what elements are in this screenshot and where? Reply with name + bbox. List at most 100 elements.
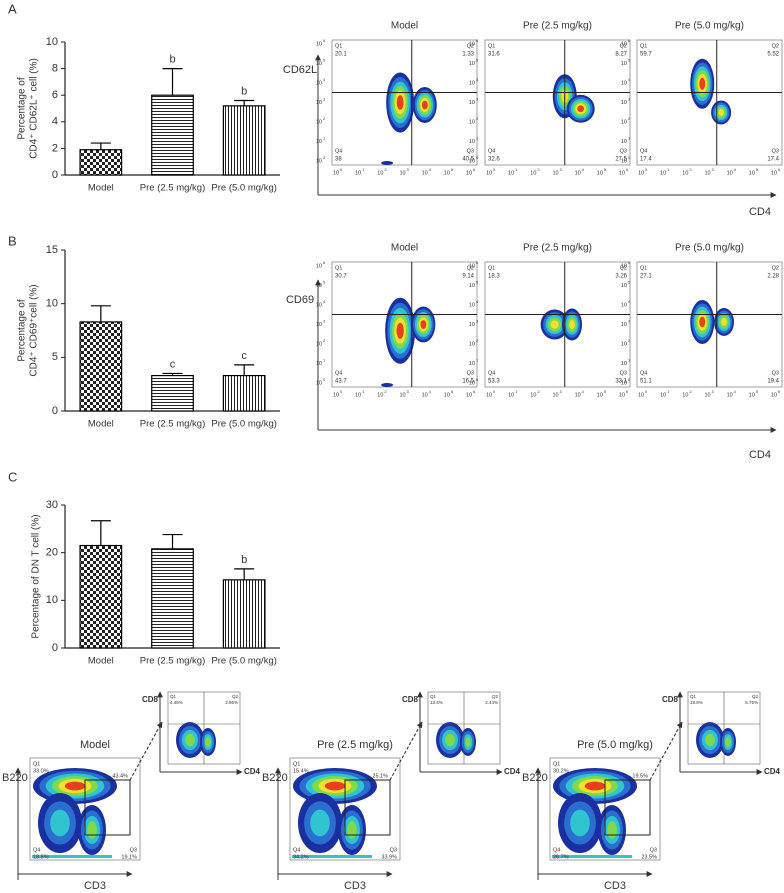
x-tick-label: Pre (2.5 mg/kg): [140, 656, 205, 667]
y-tick-exponent: 2: [323, 116, 326, 121]
quadrant-value: 32.6: [488, 157, 500, 163]
quadrant-name: Q3: [620, 148, 627, 154]
x-tick-exponent: 5: [756, 167, 759, 172]
quadrant-value: 2.44%: [485, 700, 498, 705]
x-tick-exponent: 3: [712, 389, 715, 394]
x-tick-exponent: 6: [778, 389, 781, 394]
y-tick-exponent: 0: [628, 155, 631, 160]
x-tick-exponent: 6: [626, 167, 629, 172]
y-tick-base: 10: [469, 119, 475, 125]
x-tick-exponent: 4: [582, 167, 585, 172]
density-blob: [50, 809, 70, 837]
y-axis-label: CD8: [142, 695, 159, 704]
x-tick-base: 10: [444, 392, 450, 398]
x-tick-base: 10: [355, 392, 361, 398]
x-tick-base: 10: [422, 170, 428, 176]
y-tick-base: 10: [316, 139, 322, 145]
y-tick-base: 10: [621, 302, 627, 308]
bar: [79, 149, 123, 176]
baseline-band: [292, 855, 372, 858]
x-axis-label: CD4: [244, 767, 261, 776]
quadrant-name: Q2: [620, 43, 627, 49]
quadrant-name: Q1: [335, 265, 342, 271]
quadrant-value: 20.1: [335, 52, 347, 58]
quadrant-value: 31.6: [488, 52, 500, 58]
x-tick-exponent: 3: [560, 167, 563, 172]
x-axis-label: CD4: [749, 449, 771, 461]
y-tick-exponent: 1: [628, 358, 631, 363]
y-tick-label: 10: [46, 594, 58, 606]
x-tick-base: 10: [771, 170, 777, 176]
bar: [222, 579, 266, 649]
x-tick-base: 10: [377, 170, 383, 176]
quadrant-name: Q4: [335, 148, 342, 154]
quadrant-name: Q2: [752, 694, 759, 699]
x-tick-exponent: 0: [493, 389, 496, 394]
quadrant-name: Q2: [467, 265, 474, 271]
density-blob: [185, 733, 195, 747]
density-blob: [570, 809, 590, 837]
y-tick-exponent: 4: [323, 77, 326, 82]
y-tick-base: 10: [469, 380, 475, 386]
quadrant-name: Q1: [553, 761, 560, 767]
quadrant-value: 13.4%: [430, 700, 443, 705]
y-tick-exponent: 1: [476, 358, 479, 363]
y-tick-exponent: 5: [323, 58, 326, 63]
y-tick-exponent: 6: [323, 38, 326, 43]
y-tick-exponent: 4: [628, 77, 631, 82]
x-tick-base: 10: [399, 170, 405, 176]
plot-title: Pre (2.5 mg/kg): [523, 243, 592, 254]
x-tick-base: 10: [486, 170, 492, 176]
y-tick-label: 15: [46, 244, 58, 256]
panel-label: A: [8, 1, 17, 16]
quadrant-value: 2.96%: [225, 700, 238, 705]
y-axis-label: CD8: [662, 695, 679, 704]
quadrant-name: Q4: [488, 370, 495, 376]
quadrant-name: Q1: [170, 694, 177, 699]
y-tick-exponent: 4: [323, 299, 326, 304]
y-tick-base: 10: [621, 80, 627, 86]
quadrant-name: Q3: [772, 370, 779, 376]
y-tick-exponent: 2: [628, 338, 631, 343]
quadrant-name: Q1: [430, 694, 437, 699]
quadrant-name: Q1: [33, 761, 40, 767]
quadrant-name: Q2: [232, 694, 239, 699]
density-blob: [699, 316, 706, 328]
y-tick-exponent: 6: [323, 260, 326, 265]
y-tick-label: 10: [46, 298, 58, 310]
quadrant-value: 51.1: [640, 379, 652, 385]
quadrant-value: 53.3: [488, 379, 500, 385]
plot-title: Pre (5.0 mg/kg): [577, 739, 653, 751]
gate-value: 19.5%: [632, 773, 648, 779]
gate: [344, 779, 391, 836]
panel-label: B: [8, 233, 17, 248]
significance-label: b: [169, 54, 175, 66]
density-blob: [64, 781, 86, 791]
x-tick-exponent: 6: [626, 389, 629, 394]
quadrant-value: 38: [335, 157, 342, 163]
density-blob: [324, 781, 346, 791]
y-tick-label: 8: [52, 63, 58, 75]
quadrant-name: Q3: [467, 370, 474, 376]
density-blob: [718, 109, 724, 116]
y-tick-exponent: 4: [476, 77, 479, 82]
y-tick-base: 10: [316, 119, 322, 125]
x-axis-label: CD3: [84, 880, 106, 892]
y-axis-label: CD4⁺ CD69⁺cell (%): [29, 284, 40, 376]
quadrant-value: 26.7%: [553, 854, 569, 860]
y-tick-base: 10: [621, 158, 627, 164]
x-tick-base: 10: [530, 392, 536, 398]
x-tick-exponent: 3: [407, 389, 410, 394]
density-blob: [396, 95, 404, 110]
y-tick-base: 10: [621, 100, 627, 106]
x-axis-label: CD3: [604, 880, 626, 892]
y-tick-exponent: 1: [476, 136, 479, 141]
gate-arrow: [649, 721, 683, 781]
plot-title: Model: [80, 739, 110, 751]
density-blob: [577, 105, 585, 113]
y-tick-base: 10: [316, 322, 322, 328]
y-tick-base: 10: [621, 322, 627, 328]
quadrant-value: 43.7: [335, 379, 347, 385]
x-tick-base: 10: [682, 170, 688, 176]
x-tick-base: 10: [597, 392, 603, 398]
